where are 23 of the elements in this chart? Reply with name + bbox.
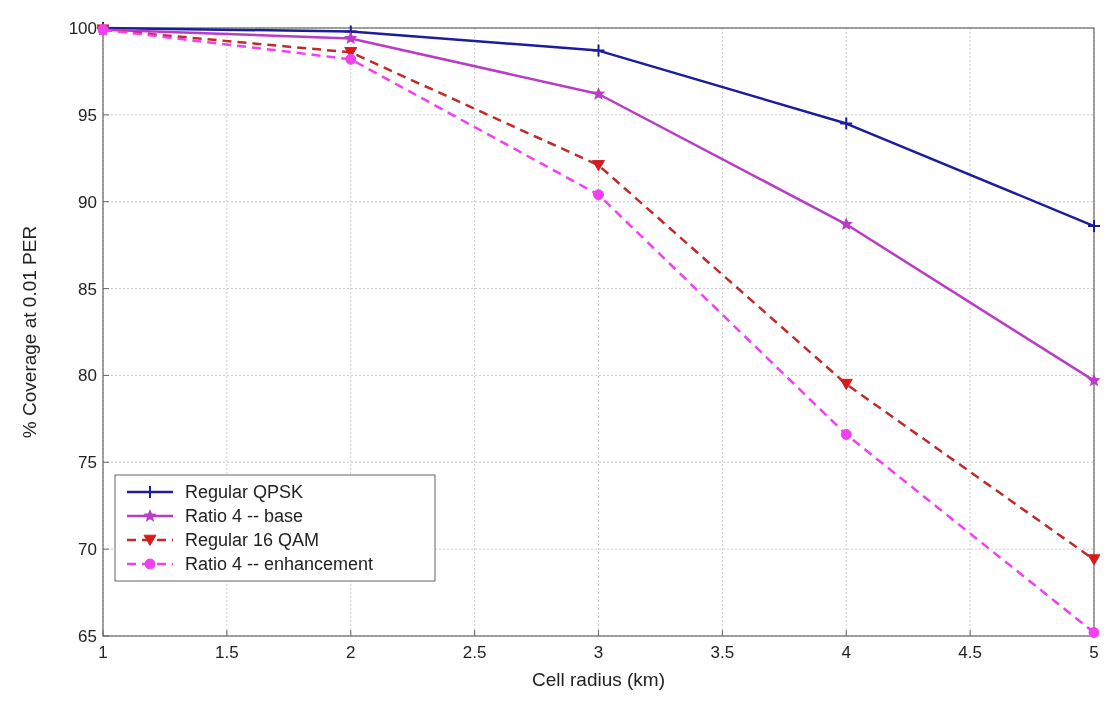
x-tick-label: 5 [1089,643,1099,662]
y-tick-label: 70 [78,540,97,560]
y-tick-label: 65 [78,626,97,646]
legend-label: Ratio 4 -- base [185,506,304,527]
x-tick-label: 4.5 [958,643,982,662]
y-tick-label: 90 [78,192,97,212]
legend-label: Ratio 4 -- enhancement [185,554,374,575]
y-tick-label: 80 [78,366,97,386]
x-tick-label: 4 [841,643,851,662]
x-tick-label: 1 [98,643,108,662]
y-tick-label: 85 [78,279,97,299]
legend-label: Regular QPSK [185,482,304,503]
x-tick-label: 1.5 [215,643,239,662]
y-tick-label: 100 [68,18,97,38]
x-axis-title: Cell radius (km) [531,669,666,690]
x-tick-label: 3 [593,643,604,662]
x-tick-label: 2 [346,643,356,662]
y-axis-title: % Coverage at 0.01 PER [19,225,40,439]
y-tick-label: 95 [78,105,97,125]
x-tick-label: 3.5 [710,643,735,662]
y-tick-label: 75 [78,453,97,473]
legend-label: Regular 16 QAM [185,530,320,551]
x-tick-label: 2.5 [462,643,487,662]
